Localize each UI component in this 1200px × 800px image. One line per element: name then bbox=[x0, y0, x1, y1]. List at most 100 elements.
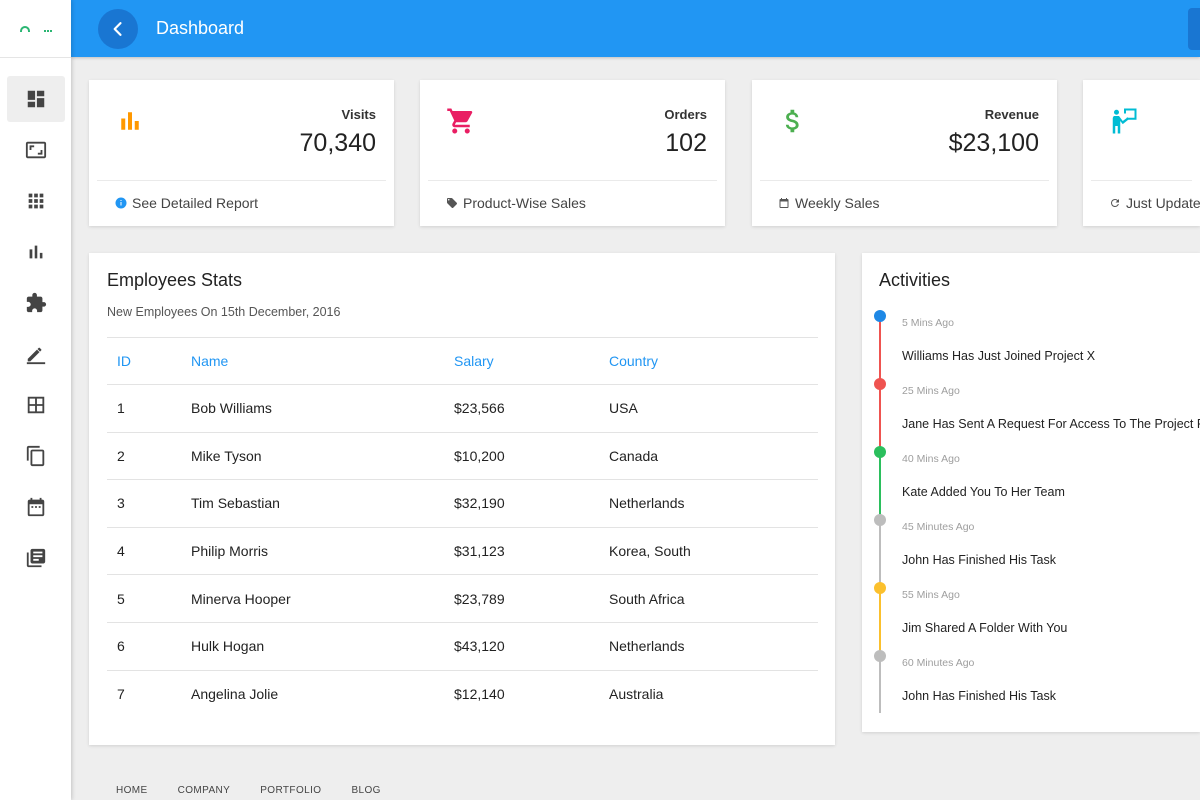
timeline-connector bbox=[879, 451, 881, 519]
employees-stats-card: Employees Stats New Employees On 15th De… bbox=[89, 253, 835, 745]
timeline-connector bbox=[879, 383, 881, 451]
sidebar-item-editor[interactable] bbox=[7, 331, 65, 377]
column-header-country[interactable]: Country bbox=[599, 337, 818, 385]
bar-chart-icon bbox=[121, 112, 139, 130]
sidebar-item-apps[interactable] bbox=[7, 178, 65, 224]
table-icon bbox=[27, 396, 45, 414]
stat-footer-text: Weekly Sales bbox=[795, 195, 880, 211]
footer-link-company[interactable]: COMPANY bbox=[177, 785, 231, 796]
stat-footer-link[interactable]: Weekly Sales bbox=[778, 195, 880, 211]
stat-label: Visits bbox=[341, 107, 376, 122]
activity-text: John Has Finished His Task bbox=[902, 689, 1057, 703]
timeline-connector bbox=[879, 519, 881, 587]
cell-country: Netherlands bbox=[599, 622, 818, 671]
stat-footer-link[interactable]: See Detailed Report bbox=[115, 195, 258, 211]
sidebar-item-calendar[interactable] bbox=[7, 484, 65, 530]
stat-card-orders: Orders 102 Product-Wise Sales bbox=[420, 80, 725, 226]
sidebar-item-extensions[interactable] bbox=[7, 280, 65, 326]
sidebar-item-dashboard[interactable] bbox=[7, 76, 65, 122]
activity-text: Kate Added You To Her Team bbox=[902, 485, 1065, 499]
activity-text: John Has Finished His Task bbox=[902, 553, 1057, 567]
sidebar-item-charts[interactable] bbox=[7, 229, 65, 275]
footer-link-home[interactable]: HOME bbox=[116, 785, 148, 796]
table-header-row: ID Name Salary Country bbox=[107, 337, 818, 385]
sidebar-item-library[interactable] bbox=[7, 535, 65, 581]
cell-country: Canada bbox=[599, 432, 818, 481]
timeline-item[interactable]: 25 Mins Ago Jane Has Sent A Request For … bbox=[862, 375, 1200, 451]
timeline-dot bbox=[874, 582, 886, 594]
stat-footer-text: Product-Wise Sales bbox=[463, 195, 586, 211]
library-books-icon bbox=[26, 548, 46, 568]
cell-salary: $43,120 bbox=[444, 622, 599, 671]
cell-name: Bob Williams bbox=[181, 384, 444, 433]
column-header-name[interactable]: Name bbox=[181, 337, 444, 385]
back-button[interactable] bbox=[98, 8, 138, 49]
activity-time: 40 Mins Ago bbox=[902, 453, 960, 465]
cell-name: Tim Sebastian bbox=[181, 479, 444, 528]
divider bbox=[97, 180, 386, 181]
timeline-connector bbox=[879, 655, 881, 713]
page-title: Dashboard bbox=[156, 18, 245, 38]
cell-id: 2 bbox=[107, 432, 181, 481]
cell-name: Angelina Jolie bbox=[191, 686, 279, 703]
stat-footer-text: Just Updated bbox=[1126, 195, 1200, 211]
refresh-icon bbox=[1110, 198, 1119, 207]
copy-icon bbox=[26, 445, 45, 467]
table-row: 6 Hulk Hogan $43,120 Netherlands bbox=[107, 622, 818, 671]
cell-id: 1 bbox=[107, 384, 181, 433]
footer-link-portfolio[interactable]: PORTFOLIO bbox=[260, 785, 322, 796]
stat-card-updates: Just Updated bbox=[1083, 80, 1200, 226]
column-header-salary[interactable]: Salary bbox=[444, 337, 599, 385]
stat-value: 102 bbox=[665, 129, 707, 157]
cell-country: USA bbox=[599, 384, 818, 433]
timeline-item[interactable]: 45 Minutes Ago John Has Finished His Tas… bbox=[862, 511, 1200, 587]
divider bbox=[1091, 180, 1192, 181]
stat-label: Revenue bbox=[984, 107, 1039, 122]
activity-time: 5 Mins Ago bbox=[902, 317, 954, 329]
timeline-item[interactable]: 55 Mins Ago Jim Shared A Folder With You bbox=[862, 579, 1200, 655]
sidebar-item-aspect-ratio[interactable] bbox=[7, 127, 65, 173]
activity-time: 55 Mins Ago bbox=[902, 589, 960, 601]
footer-link-blog[interactable]: BLOG bbox=[351, 785, 381, 796]
stat-footer-link[interactable]: Product-Wise Sales bbox=[446, 195, 586, 211]
timeline-item[interactable]: 60 Minutes Ago John Has Finished His Tas… bbox=[862, 647, 1200, 715]
employees-table: ID Name Salary Country 1 Bob Williams $2… bbox=[107, 337, 818, 718]
cell-name: Hulk Hogan bbox=[181, 622, 444, 671]
cell-salary: $32,190 bbox=[444, 479, 599, 528]
tag-icon bbox=[447, 198, 457, 208]
column-header-id[interactable]: ID bbox=[107, 337, 181, 385]
sidebar-nav bbox=[0, 58, 71, 581]
sidebar-item-pages[interactable] bbox=[7, 433, 65, 479]
card-title: Activities bbox=[879, 270, 951, 290]
card-subtitle: New Employees On 15th December, 2016 bbox=[107, 305, 341, 319]
timeline-dot bbox=[874, 446, 886, 458]
cell-id: 7 bbox=[117, 686, 125, 703]
cell-salary: $12,140 bbox=[454, 686, 505, 703]
divider bbox=[760, 180, 1049, 181]
presenter-icon bbox=[1112, 108, 1137, 134]
timeline-item[interactable]: 40 Mins Ago Kate Added You To Her Team bbox=[862, 443, 1200, 519]
activity-time: 60 Minutes Ago bbox=[902, 657, 975, 669]
activity-timeline: 5 Mins Ago Williams Has Just Joined Proj… bbox=[862, 307, 1200, 715]
info-icon bbox=[115, 197, 127, 209]
cell-id: 5 bbox=[107, 574, 181, 623]
app-logo[interactable] bbox=[0, 0, 71, 58]
timeline-connector bbox=[879, 315, 881, 383]
stat-card-visits: Visits 70,340 See Detailed Report bbox=[89, 80, 394, 226]
timeline-dot bbox=[874, 650, 886, 662]
header-action-button[interactable] bbox=[1188, 8, 1200, 50]
footer-nav: HOME COMPANY PORTFOLIO BLOG bbox=[116, 785, 381, 796]
table-row: 5 Minerva Hooper $23,789 South Africa bbox=[107, 574, 818, 623]
stat-footer-link[interactable]: Just Updated bbox=[1109, 195, 1200, 211]
activity-time: 25 Mins Ago bbox=[902, 385, 960, 397]
sidebar-item-tables[interactable] bbox=[7, 382, 65, 428]
cell-name: Mike Tyson bbox=[181, 432, 444, 481]
divider bbox=[428, 180, 717, 181]
bar-chart-icon bbox=[29, 245, 43, 259]
timeline-dot bbox=[874, 514, 886, 526]
cell-id: 6 bbox=[107, 622, 181, 671]
cell-country: Netherlands bbox=[599, 479, 818, 528]
timeline-item[interactable]: 5 Mins Ago Williams Has Just Joined Proj… bbox=[862, 307, 1200, 383]
logo-dots-icon bbox=[43, 29, 52, 32]
stat-value: 70,340 bbox=[299, 129, 376, 157]
